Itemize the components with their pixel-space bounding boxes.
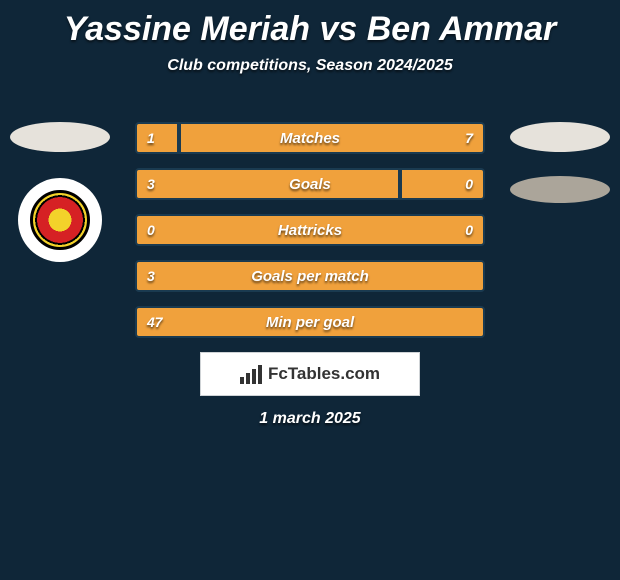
stat-value-left: 1 [147,124,155,152]
footer-date: 1 march 2025 [0,410,620,428]
player-left-avatar-placeholder [10,122,110,152]
comparison-chart: Matches17Goals30Hattricks00Goals per mat… [135,122,485,352]
stat-label: Goals per match [137,262,483,290]
stat-value-left: 0 [147,216,155,244]
stat-value-left: 3 [147,262,155,290]
stat-row: Min per goal47 [135,306,485,338]
stat-value-right: 7 [465,124,473,152]
page-subtitle: Club competitions, Season 2024/2025 [0,57,620,75]
stat-label: Goals [137,170,483,198]
brand-logo[interactable]: FcTables.com [200,352,420,396]
esperance-badge-icon [30,190,90,250]
stat-label: Hattricks [137,216,483,244]
stat-value-left: 3 [147,170,155,198]
stat-row: Goals3 0 [135,168,485,200]
stat-value-right: 0 [465,170,473,198]
player-right-avatar-placeholder [510,122,610,152]
stat-row: Hattricks0 0 [135,214,485,246]
player-left-club-badge [18,178,102,262]
stat-row: Matches1 7 [135,122,485,154]
stat-label: Min per goal [137,308,483,336]
stat-row: Goals per match3 [135,260,485,292]
player-right-club-placeholder [510,176,610,203]
stat-value-left: 47 [147,308,163,336]
page-title: Yassine Meriah vs Ben Ammar [0,0,620,49]
stat-label: Matches [137,124,483,152]
brand-label: FcTables.com [268,364,380,384]
stat-value-right: 0 [465,216,473,244]
bar-chart-icon [240,365,262,384]
